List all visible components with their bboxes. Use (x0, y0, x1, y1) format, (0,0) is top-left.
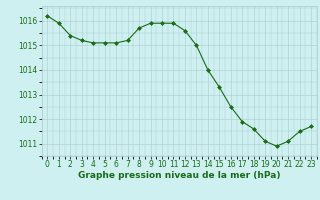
X-axis label: Graphe pression niveau de la mer (hPa): Graphe pression niveau de la mer (hPa) (78, 171, 280, 180)
